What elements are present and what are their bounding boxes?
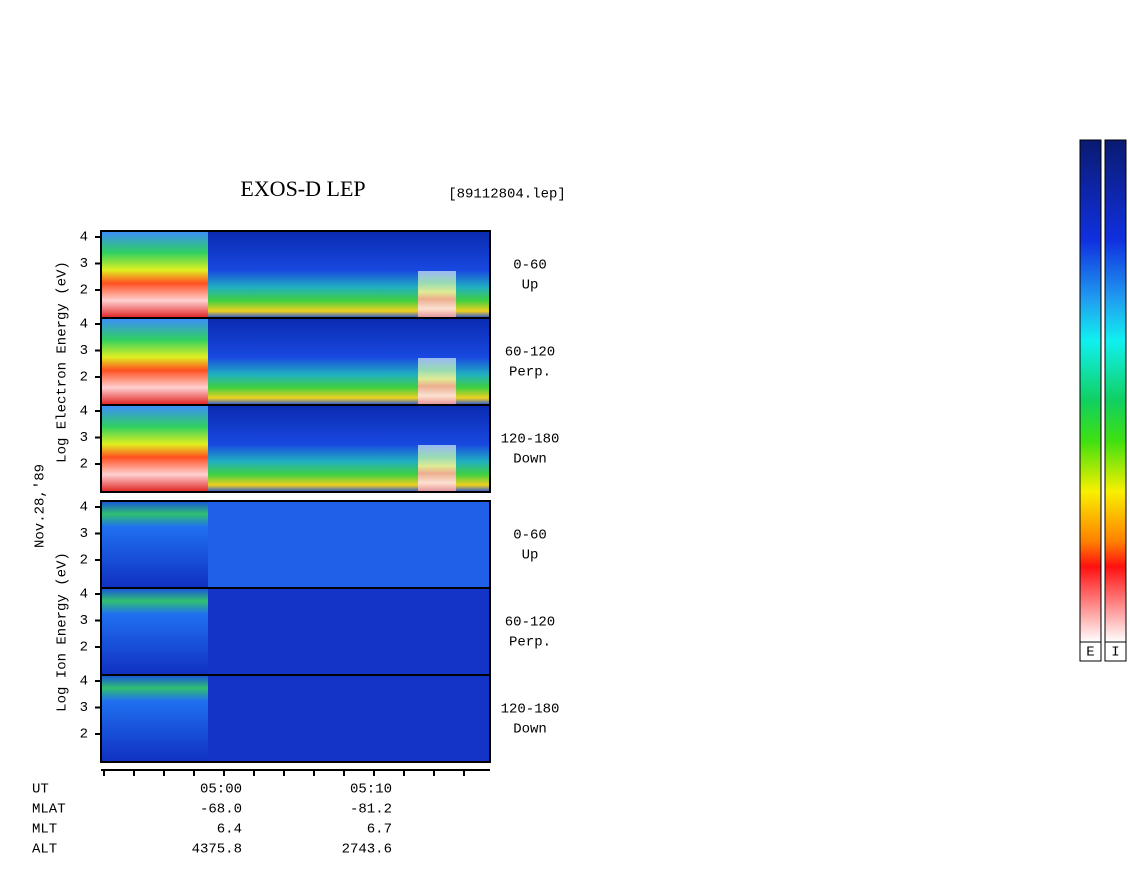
spectrogram	[101, 501, 208, 588]
panel-direction: Down	[513, 452, 547, 468]
ephemeris-value: 2743.6	[342, 842, 392, 858]
color-bar	[1104, 139, 1127, 643]
y-tick-label: 2	[80, 727, 88, 743]
y-tick-label: 2	[80, 457, 88, 473]
panel-direction: Perp.	[509, 635, 551, 651]
ion-y-label: Log Ion Energy (eV)	[55, 552, 71, 712]
electron-y-label: Log Electron Energy (eV)	[55, 261, 71, 463]
y-tick-label: 4	[80, 404, 88, 420]
ephemeris-value: 6.7	[367, 822, 392, 838]
color-bar-label-box	[1104, 641, 1127, 662]
color-bar-label: I	[1111, 645, 1119, 661]
ephemeris-name: UT	[32, 782, 49, 798]
spectrogram	[418, 358, 456, 405]
spectrogram	[101, 675, 208, 762]
panel-range: 120-180	[501, 702, 560, 718]
panel-range: 60-120	[505, 615, 555, 631]
y-tick-label: 4	[80, 317, 88, 333]
title: EXOS-D LEP	[240, 176, 365, 201]
y-tick-label: 3	[80, 613, 88, 629]
color-bar	[1079, 139, 1102, 643]
panel-range: 0-60	[513, 258, 547, 274]
panel-direction: Down	[513, 722, 547, 738]
y-tick-label: 2	[80, 283, 88, 299]
file-name: [89112804.lep]	[448, 187, 566, 203]
spectrogram	[101, 588, 208, 675]
y-tick-label: 3	[80, 700, 88, 716]
ephemeris-value: 05:10	[350, 782, 392, 798]
spectrogram	[418, 445, 456, 492]
y-tick-label: 4	[80, 230, 88, 246]
panel-direction: Up	[522, 278, 539, 294]
ephemeris-value: 05:00	[200, 782, 242, 798]
spectrogram	[101, 318, 208, 405]
y-tick-label: 3	[80, 526, 88, 542]
spectrogram	[101, 231, 208, 318]
y-tick-label: 4	[80, 674, 88, 690]
panel-range: 60-120	[505, 345, 555, 361]
y-tick-label: 3	[80, 256, 88, 272]
date-label: Nov.28,'89	[33, 464, 49, 548]
y-tick-label: 4	[80, 500, 88, 516]
color-bar-label-box	[1079, 641, 1102, 662]
spectrogram	[418, 271, 456, 318]
ephemeris-value: -68.0	[200, 802, 242, 818]
y-tick-label: 3	[80, 430, 88, 446]
color-bar-label: E	[1086, 645, 1094, 661]
y-tick-label: 2	[80, 370, 88, 386]
spectrogram	[101, 405, 208, 492]
panel-frame	[100, 404, 491, 493]
panel-range: 0-60	[513, 528, 547, 544]
panel-direction: Up	[522, 548, 539, 564]
ephemeris-name: MLAT	[32, 802, 66, 818]
panel-range: 120-180	[501, 432, 560, 448]
y-tick-label: 2	[80, 553, 88, 569]
panel-frame	[100, 674, 491, 763]
ephemeris-name: ALT	[32, 842, 57, 858]
ephemeris-value: 6.4	[217, 822, 242, 838]
ephemeris-name: MLT	[32, 822, 57, 838]
y-tick-label: 3	[80, 343, 88, 359]
y-tick-label: 4	[80, 587, 88, 603]
panel-direction: Perp.	[509, 365, 551, 381]
y-tick-label: 2	[80, 640, 88, 656]
ephemeris-value: 4375.8	[192, 842, 242, 858]
ephemeris-value: -81.2	[350, 802, 392, 818]
